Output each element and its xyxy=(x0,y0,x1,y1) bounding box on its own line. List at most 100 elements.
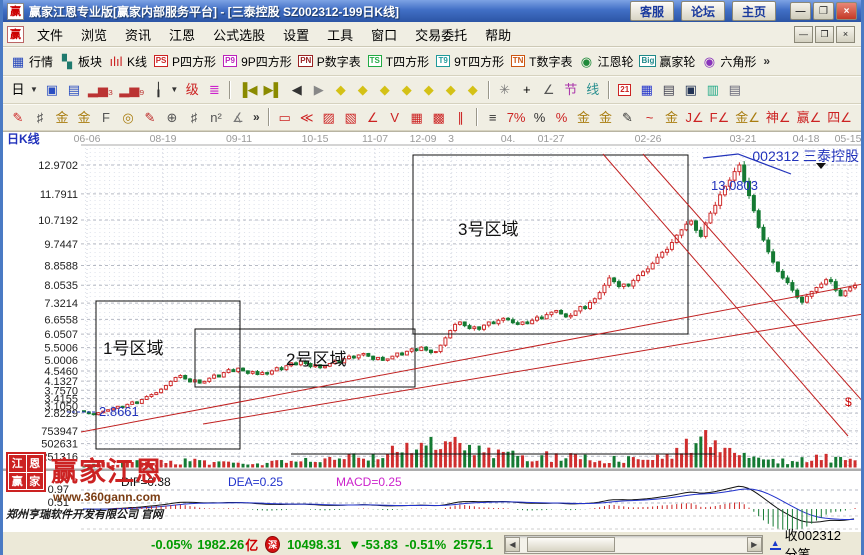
restore-button[interactable]: ❐ xyxy=(813,2,834,20)
grid-ruler-tool[interactable]: ♯ xyxy=(29,108,51,127)
menu-item-工具[interactable]: 工具 xyxy=(327,27,354,43)
volume-profile-icon[interactable]: ≣ xyxy=(203,80,225,99)
hexagon-button[interactable]: ◉ 六角形 xyxy=(698,52,759,71)
n2-grid-tool[interactable]: n² xyxy=(205,108,227,127)
gann-wheel-button[interactable]: ◉ 江恩轮 xyxy=(575,52,636,71)
save-button[interactable]: ▣ xyxy=(680,80,702,99)
app-menu-icon[interactable]: 赢 xyxy=(7,25,24,43)
diamond-right-button[interactable]: ◆ xyxy=(352,80,374,99)
toolbar-main-overflow-button[interactable]: » xyxy=(763,54,771,68)
9t-square-button[interactable]: T9 9T四方形 xyxy=(432,52,507,71)
angle-j-tool[interactable]: J∠ xyxy=(682,108,706,127)
memo-button[interactable]: ▤ xyxy=(658,80,680,99)
grid-f-tool[interactable]: F xyxy=(95,108,117,127)
wide-grid-tool[interactable]: ♯ xyxy=(183,108,205,127)
pan-hand-button[interactable]: ✳ xyxy=(494,80,516,99)
symbol-dropdown-icon[interactable] xyxy=(816,163,826,169)
brush-tool[interactable]: ✎ xyxy=(139,108,161,127)
angle-si-tool[interactable]: 四∠ xyxy=(824,108,855,127)
gold-circle-tool[interactable]: 金 xyxy=(572,108,594,127)
red-grid-2-tool[interactable]: ▩ xyxy=(428,108,450,127)
candle-style-dropdown[interactable]: ╽ ▼ xyxy=(147,80,181,99)
diamond-burst-button[interactable]: ◆ xyxy=(418,80,440,99)
angle-measure-button[interactable]: ∠ xyxy=(538,80,560,99)
calculator-button[interactable]: ▦ xyxy=(636,80,658,99)
gold-trend-tool[interactable]: 金 xyxy=(660,108,682,127)
trend-line[interactable] xyxy=(202,313,861,425)
menu-item-帮助[interactable]: 帮助 xyxy=(485,27,512,43)
toolbar-overflow-button[interactable]: » xyxy=(253,110,260,124)
angle-gold-tool[interactable]: 金∠ xyxy=(732,108,763,127)
percent-7-tool[interactable]: 7% xyxy=(504,108,529,127)
fan-lines-tool[interactable]: ≪ xyxy=(296,108,318,127)
scroll-right-button[interactable]: ▶ xyxy=(746,536,762,552)
percent-lines-tool[interactable]: % xyxy=(550,108,572,127)
customer-service-button[interactable]: 客服 xyxy=(629,1,674,21)
9p-square-button[interactable]: P9 9P四方形 xyxy=(219,52,295,71)
next-bar-button[interactable]: ▶ xyxy=(308,80,330,99)
menu-item-交易委托[interactable]: 交易委托 xyxy=(415,27,468,43)
rect-tool[interactable]: ▭ xyxy=(274,108,296,127)
angle-f-tool[interactable]: F∠ xyxy=(707,108,733,127)
diamond-star-button[interactable]: ◆ xyxy=(396,80,418,99)
trend-line[interactable] xyxy=(80,283,861,433)
gann-line-button[interactable]: 线 xyxy=(582,80,604,99)
gann-node-button[interactable]: 节 xyxy=(560,80,582,99)
print-button[interactable]: ▤ xyxy=(724,80,746,99)
trend-line[interactable] xyxy=(642,153,861,404)
angle-shen-tool[interactable]: 神∠ xyxy=(763,108,794,127)
menu-item-江恩[interactable]: 江恩 xyxy=(169,27,196,43)
export-button[interactable]: ▥ xyxy=(702,80,724,99)
diamond-dot-button[interactable]: ◆ xyxy=(462,80,484,99)
angle-select-tool[interactable]: ∡ xyxy=(227,108,249,127)
quotes-button[interactable]: ▦ 行情 xyxy=(7,52,56,71)
menu-item-设置[interactable]: 设置 xyxy=(283,27,310,43)
horizontal-scrollbar[interactable]: ◀ ▶ xyxy=(504,534,763,554)
first-bar-button[interactable]: ▐◀ xyxy=(235,80,260,99)
mdi-close-button[interactable]: × xyxy=(836,25,855,43)
trend-line[interactable] xyxy=(602,153,849,437)
angle-ying-tool[interactable]: 赢∠ xyxy=(794,108,825,127)
menu-item-窗口[interactable]: 窗口 xyxy=(371,27,398,43)
prev-bar-button[interactable]: ◀ xyxy=(286,80,308,99)
calendar-21-button[interactable]: 21 xyxy=(614,80,636,99)
region-box[interactable] xyxy=(412,154,689,335)
t-square-button[interactable]: TS T四方形 xyxy=(364,52,432,71)
winner-wheel-button[interactable]: Big 赢家轮 xyxy=(636,52,698,71)
trend-angle-tool[interactable]: ∠ xyxy=(362,108,384,127)
crosshair-button[interactable]: + xyxy=(516,80,538,99)
gann-level-icon[interactable]: 级 xyxy=(181,80,203,99)
diamond-left-button[interactable]: ◆ xyxy=(330,80,352,99)
period-day-dropdown-arrow-icon[interactable]: ▼ xyxy=(30,85,38,94)
diamond-expand-button[interactable]: ◆ xyxy=(374,80,396,99)
region-box[interactable] xyxy=(95,300,241,450)
v-lines-tool[interactable]: V xyxy=(384,108,406,127)
measure-pen-tool[interactable]: ✎ xyxy=(616,108,638,127)
spiral-tool[interactable]: ◎ xyxy=(117,108,139,127)
percent-tool[interactable]: % xyxy=(528,108,550,127)
mdi-restore-button[interactable]: ❐ xyxy=(815,25,834,43)
scroll-left-button[interactable]: ◀ xyxy=(505,536,520,552)
circle-grid-tool[interactable]: ⊕ xyxy=(161,108,183,127)
minimize-button[interactable]: — xyxy=(790,2,811,20)
bars-9-icon[interactable]: ▂▅₉ xyxy=(116,80,147,99)
sectors-button[interactable]: ▚ 板块 xyxy=(56,52,105,71)
menu-item-文件[interactable]: 文件 xyxy=(37,27,64,43)
box-fan-2-tool[interactable]: ▧ xyxy=(340,108,362,127)
bars-3-icon[interactable]: ▂▅₃ xyxy=(85,80,116,99)
kline-button[interactable]: ılıl K线 xyxy=(105,52,150,71)
forum-button[interactable]: 论坛 xyxy=(680,1,725,21)
region-box[interactable] xyxy=(194,328,416,388)
p-square-button[interactable]: PS P四方形 xyxy=(150,52,219,71)
box-fan-tool[interactable]: ▨ xyxy=(318,108,340,127)
region-select-icon[interactable]: ▣ xyxy=(41,80,63,99)
info-panel-icon[interactable]: ▤ xyxy=(63,80,85,99)
diamond-cross-button[interactable]: ◆ xyxy=(440,80,462,99)
gann-gold-square-2-tool[interactable]: 金 xyxy=(73,108,95,127)
gold-lines-tool[interactable]: 金 xyxy=(594,108,616,127)
scrollbar-thumb[interactable] xyxy=(527,536,615,552)
menu-item-资讯[interactable]: 资讯 xyxy=(125,27,152,43)
candle-style-dropdown-arrow-icon[interactable]: ▼ xyxy=(170,85,179,94)
red-grid-tool[interactable]: ▦ xyxy=(406,108,428,127)
pen-tool[interactable]: ✎ xyxy=(7,108,29,127)
